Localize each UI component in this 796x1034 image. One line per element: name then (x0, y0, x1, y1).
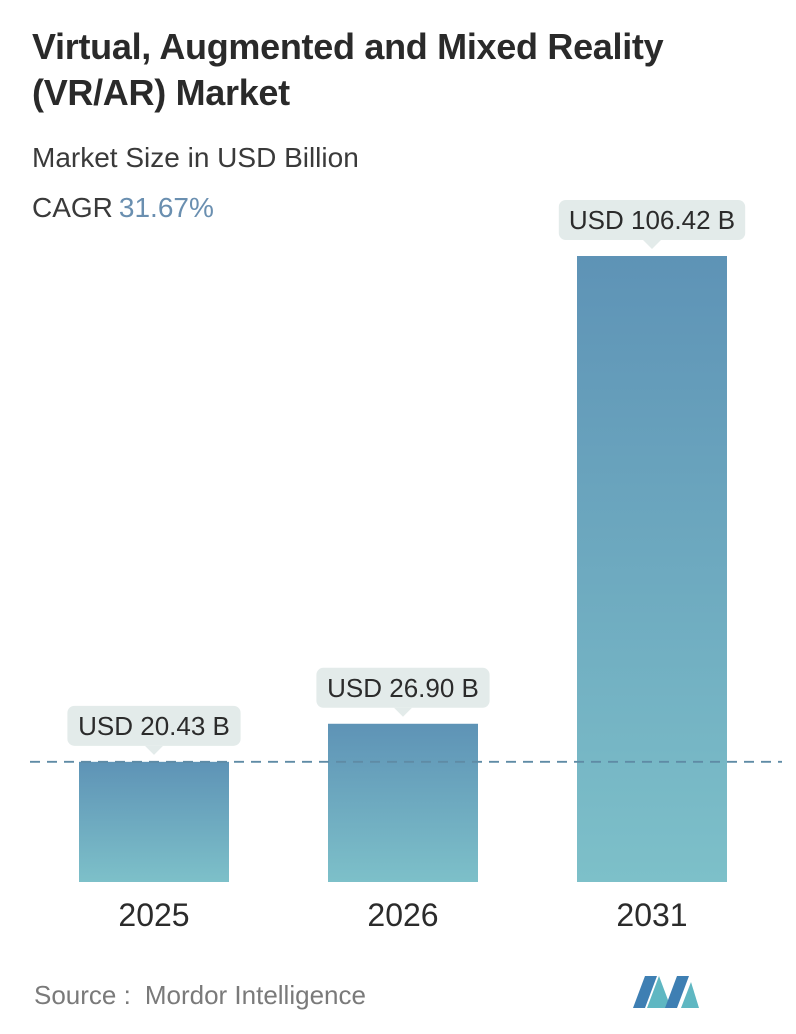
data-label-text: USD 20.43 B (78, 711, 230, 741)
bar-2026 (328, 723, 478, 882)
source-value: Mordor Intelligence (144, 980, 366, 1010)
x-tick-label: 2025 (118, 897, 189, 933)
x-tick-label: 2031 (616, 897, 687, 933)
cagr-label: CAGR (32, 192, 113, 223)
cagr-line: CAGR 31.67% (32, 190, 214, 226)
chart-title: Virtual, Augmented and Mixed Reality (VR… (32, 26, 664, 113)
data-label-text: USD 26.90 B (327, 673, 479, 703)
chart-subtitle: Market Size in USD Billion (32, 142, 359, 173)
bars-layer (30, 256, 782, 882)
x-axis-ticks: 2025 2026 2031 (118, 897, 687, 933)
source-line: Source : Mordor Intelligence (34, 978, 366, 1012)
source-label: Source : (34, 980, 131, 1010)
data-label-2025: USD 20.43 B (67, 705, 241, 755)
x-tick-label: 2026 (367, 897, 438, 933)
data-labels-layer: USD 20.43 B USD 26.90 B USD 106.42 B (67, 200, 746, 755)
data-label-2026: USD 26.90 B (316, 667, 490, 717)
bar-2031 (577, 256, 727, 882)
data-label-2031: USD 106.42 B (558, 200, 746, 249)
cagr-value: 31.67% (118, 192, 214, 223)
mordor-intelligence-logo (633, 976, 699, 1008)
bar-2025 (79, 761, 229, 882)
data-label-text: USD 106.42 B (569, 205, 735, 235)
